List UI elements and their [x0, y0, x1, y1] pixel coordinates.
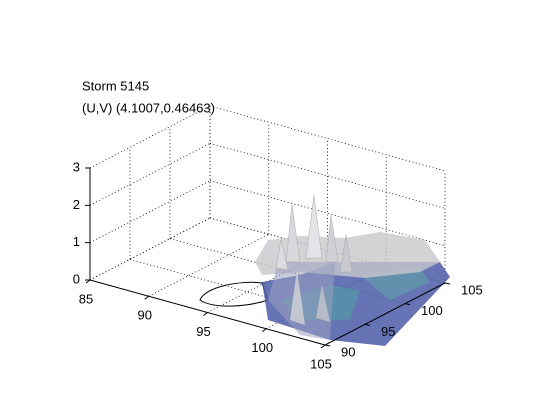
grid-line	[209, 180, 446, 247]
y-tick	[404, 303, 411, 306]
storm-spike	[316, 285, 330, 322]
x-tick-label: 95	[196, 324, 210, 339]
grid-line	[89, 180, 211, 244]
storm-isosurface	[199, 194, 450, 346]
y-axis	[324, 282, 446, 346]
z-tick-label: 3	[73, 159, 80, 174]
y-tick	[324, 344, 331, 347]
y-tick	[444, 282, 451, 285]
storm-spike	[275, 239, 289, 271]
grid-line	[209, 142, 446, 209]
y-tick-label: 95	[381, 324, 395, 339]
storm-spike	[339, 234, 353, 273]
y-tick	[364, 323, 371, 326]
storm-spike	[305, 194, 323, 259]
y-tick-label: 105	[461, 282, 483, 297]
x-tick-label: 90	[138, 308, 152, 323]
chart-subtitle: (U,V) (4.1007,0.46463)	[82, 100, 215, 115]
z-tick-label: 0	[73, 271, 80, 286]
x-tick	[144, 295, 150, 300]
grid-line	[89, 105, 211, 169]
x-tick	[203, 312, 208, 316]
x-tick-label: 85	[79, 291, 93, 306]
storm-spike	[290, 270, 305, 325]
x-tick-label: 100	[251, 340, 273, 355]
grid-line	[89, 142, 211, 206]
x-tick	[261, 328, 267, 333]
grid-line	[89, 217, 211, 281]
grid-line	[148, 233, 269, 297]
y-tick-label: 90	[341, 344, 355, 359]
x-tick	[320, 344, 326, 349]
x-tick-label: 105	[310, 356, 332, 371]
storm-spike	[285, 204, 301, 263]
axes: 85 90 95 100 105 90 95 100 105 0 1 2 3	[73, 159, 483, 371]
storm-spike	[325, 214, 339, 263]
grid-line	[209, 105, 446, 172]
z-tick-label: 1	[73, 234, 80, 249]
z-tick-label: 2	[73, 197, 80, 212]
y-tick-label: 100	[421, 303, 443, 318]
chart-title: Storm 5145	[82, 78, 149, 93]
